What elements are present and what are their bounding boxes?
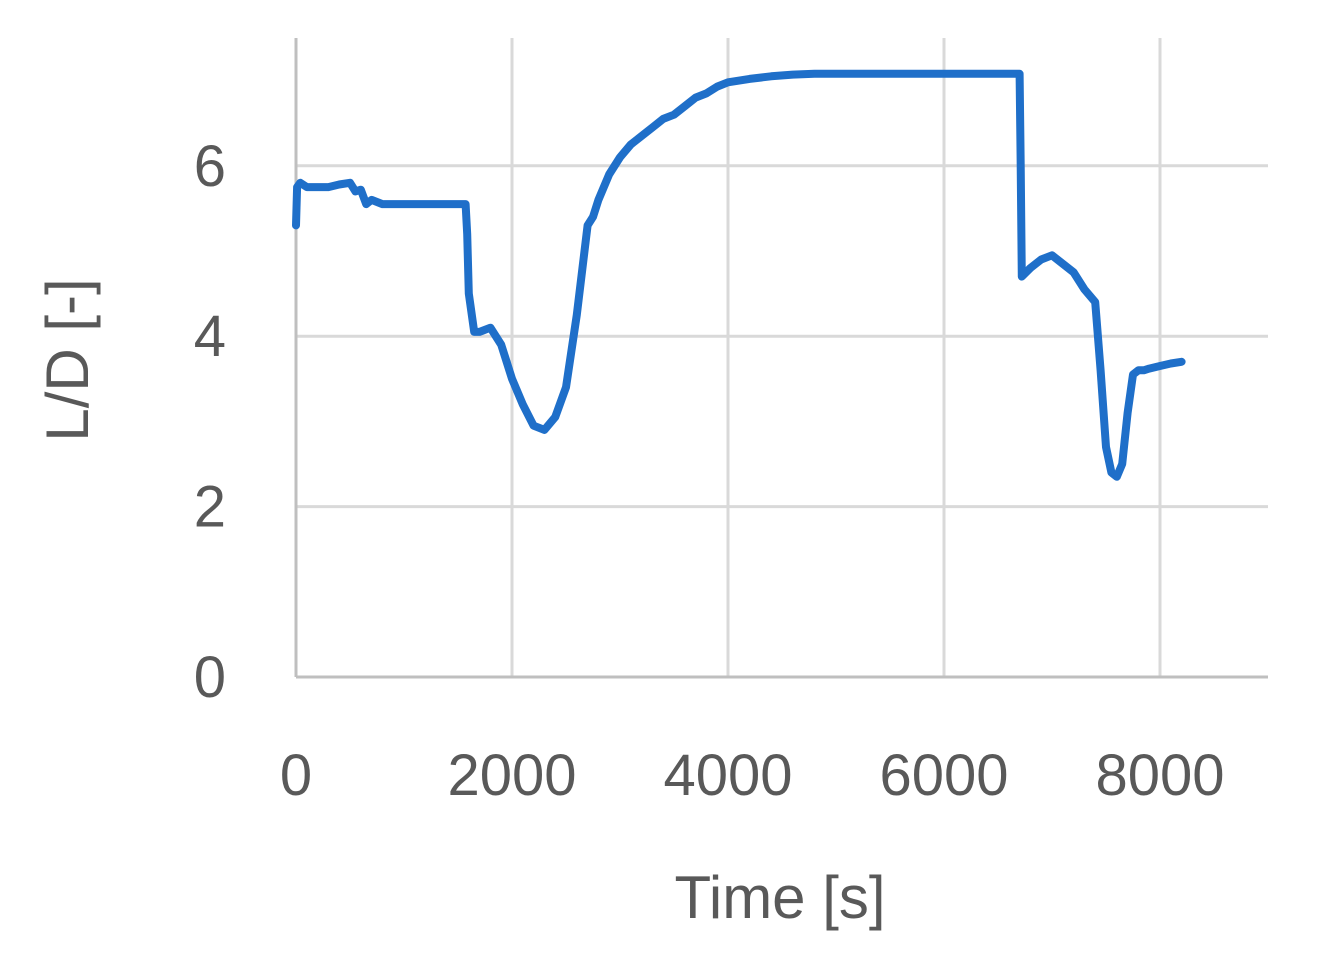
tick-labels: 0 2000 4000 6000 8000 0 2 4 6 <box>194 134 1225 808</box>
x-axis-title: Time [s] <box>674 864 885 931</box>
gridlines <box>296 38 1268 677</box>
x-tick-label: 4000 <box>663 743 792 808</box>
series-line <box>292 69 1186 481</box>
x-tick-label: 2000 <box>447 743 576 808</box>
x-tick-label: 8000 <box>1095 743 1224 808</box>
y-tick-label: 0 <box>194 645 226 710</box>
y-tick-label: 6 <box>194 134 226 199</box>
y-tick-label: 2 <box>194 475 226 540</box>
y-axis-title: L/D [-] <box>34 278 101 441</box>
y-tick-label: 4 <box>194 304 226 369</box>
series-layer <box>292 69 1186 481</box>
axes <box>294 38 1268 679</box>
x-tick-label: 0 <box>280 743 312 808</box>
x-tick-label: 6000 <box>879 743 1008 808</box>
